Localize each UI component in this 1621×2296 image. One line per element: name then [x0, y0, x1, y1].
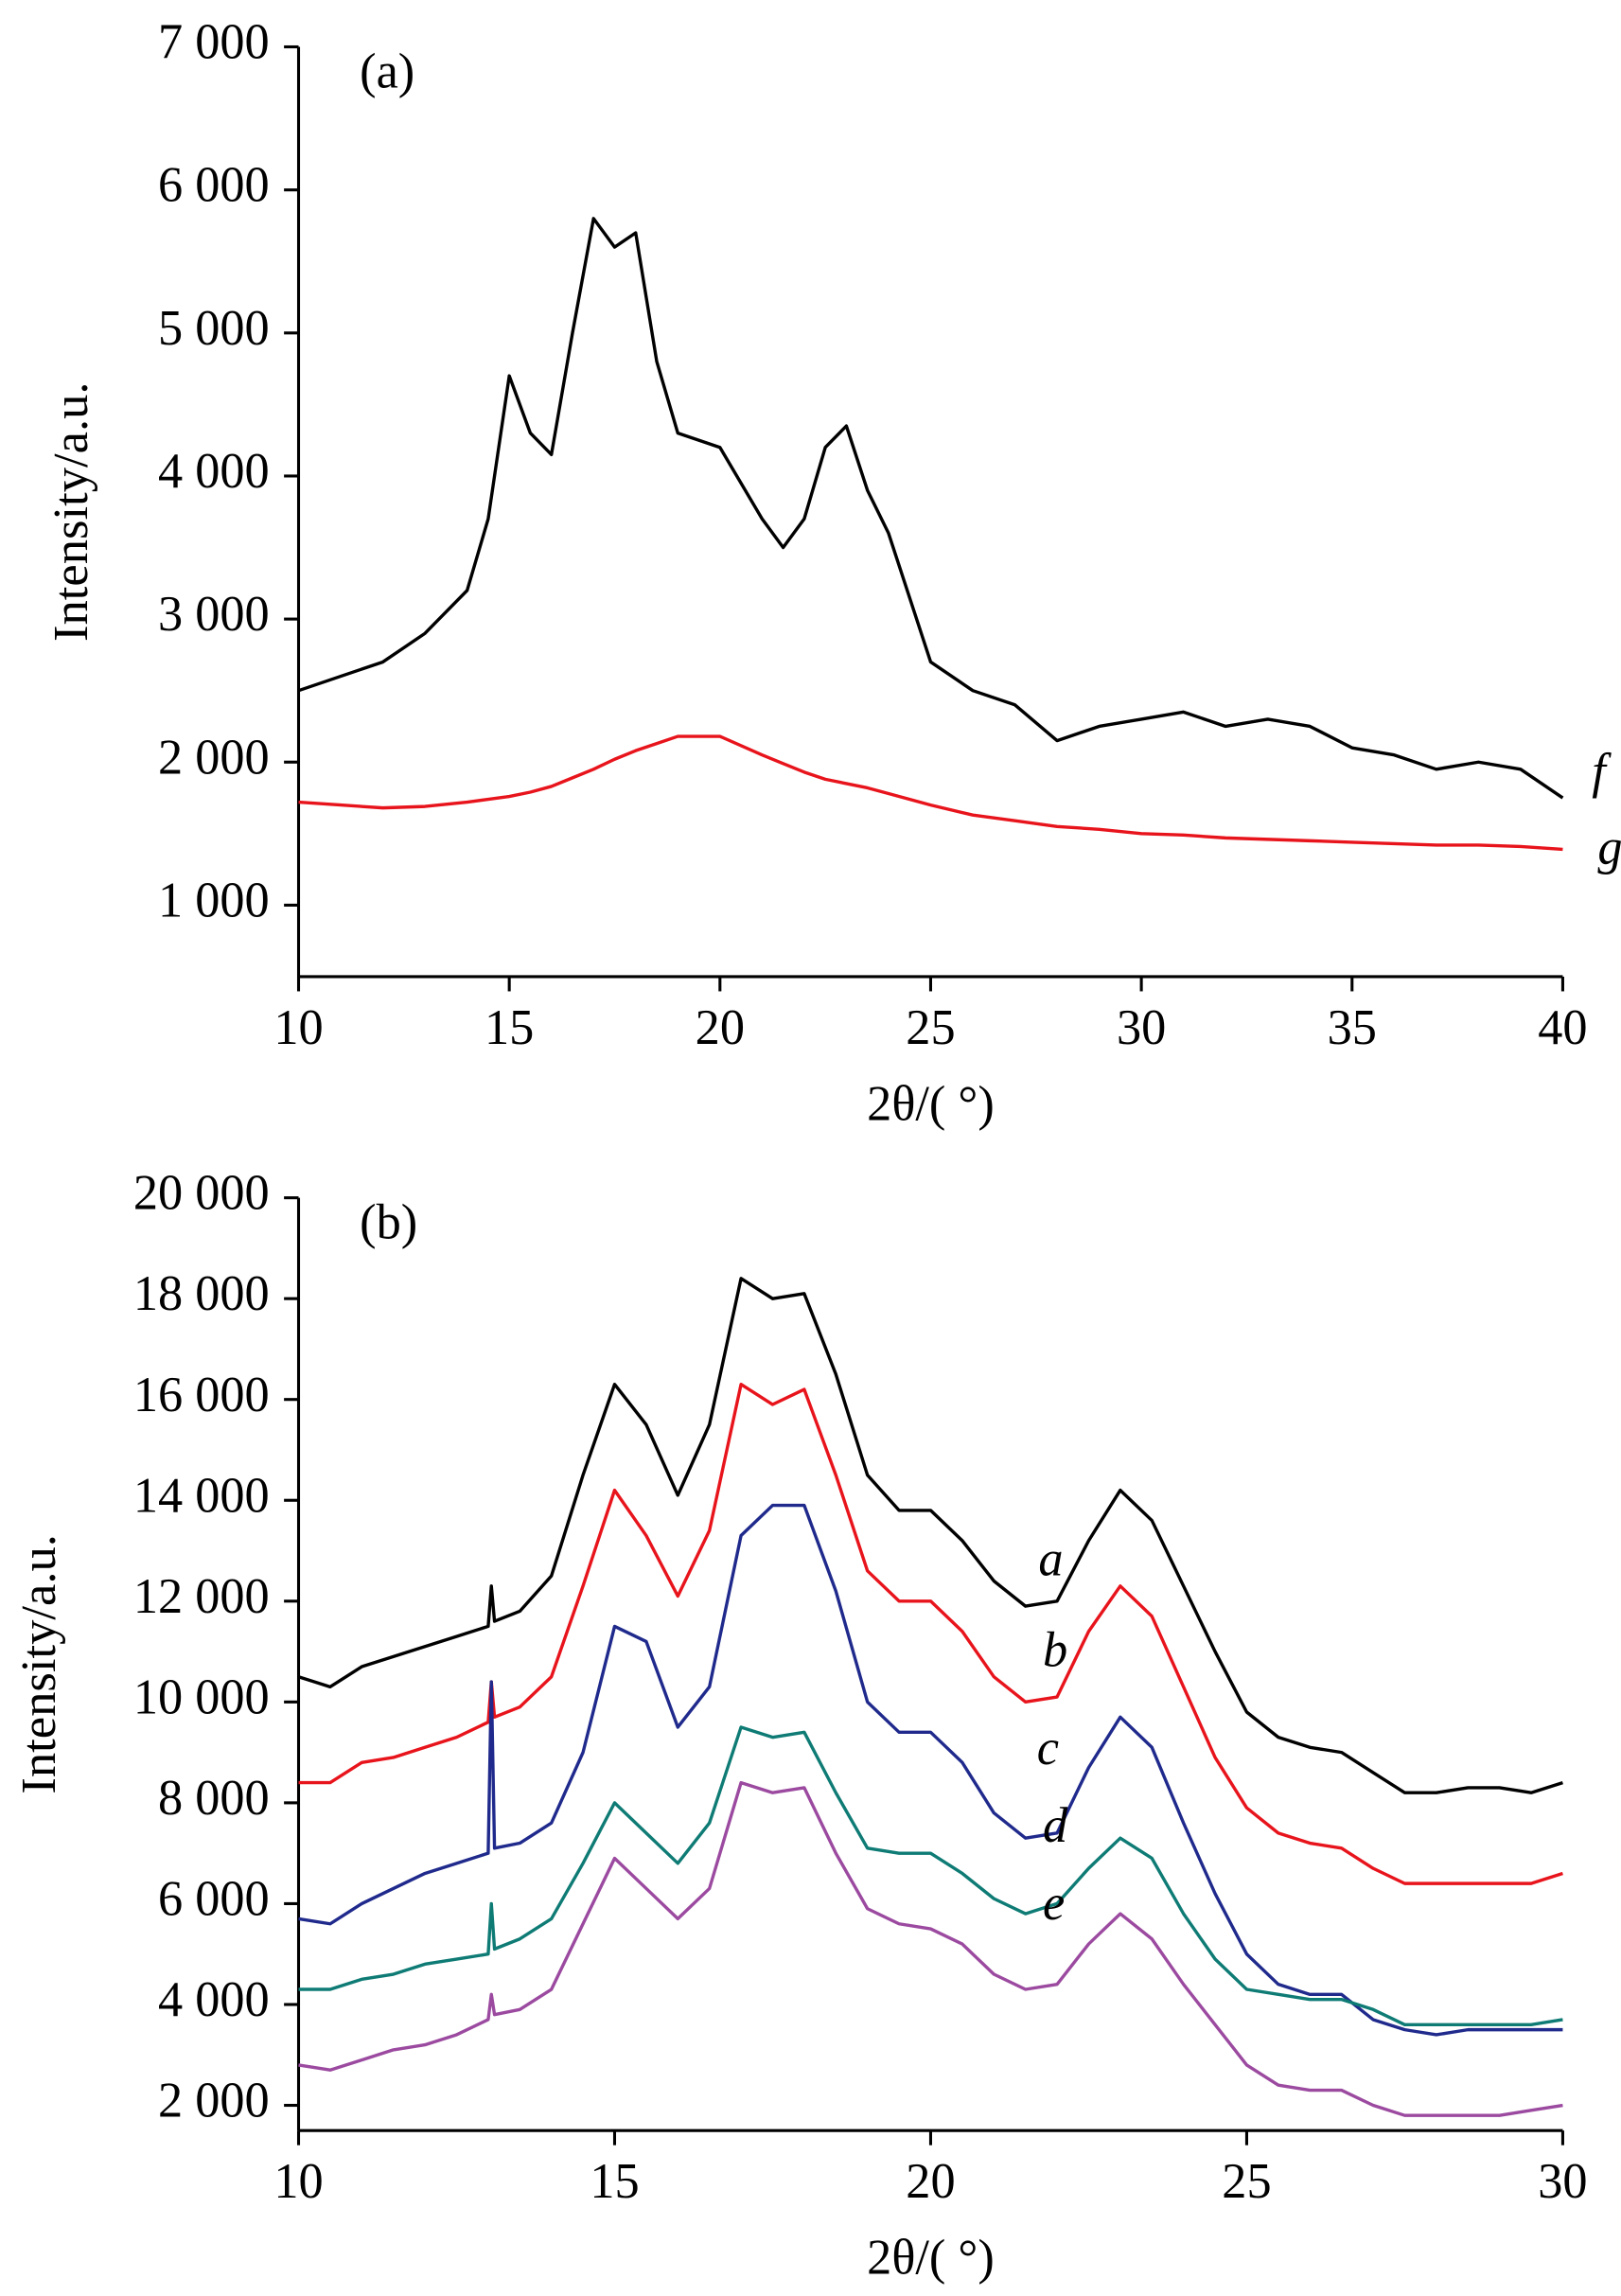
y-tick-label: 7 000	[158, 14, 270, 69]
x-axis-label: 2θ/( °)	[867, 1076, 995, 1131]
series-label: a	[1038, 1531, 1063, 1586]
series-line	[298, 734, 1563, 852]
x-tick-label: 15	[485, 1000, 534, 1055]
y-tick-label: 10 000	[133, 1669, 270, 1724]
x-tick-label: 40	[1538, 1000, 1587, 1055]
y-tick-label: 3 000	[158, 587, 270, 642]
x-tick-label: 10	[273, 2154, 323, 2209]
x-tick-label: 20	[696, 1000, 745, 1055]
x-tick-label: 10	[273, 1000, 323, 1055]
series-label: g	[1597, 820, 1621, 874]
panel-label: (b)	[360, 1195, 417, 1250]
y-tick-label: 16 000	[133, 1368, 270, 1422]
y-tick-label: 5 000	[158, 301, 270, 356]
y-tick-label: 18 000	[133, 1266, 270, 1321]
x-tick-label: 35	[1328, 1000, 1377, 1055]
y-tick-label: 8 000	[158, 1771, 270, 1826]
series-label: e	[1043, 1876, 1065, 1931]
y-tick-label: 14 000	[133, 1468, 270, 1523]
series-label: c	[1037, 1721, 1059, 1775]
y-tick-label: 4 000	[158, 444, 270, 499]
series-line	[298, 1277, 1563, 1794]
series-line	[298, 1725, 1563, 2026]
y-axis-label: Intensity/a.u.	[11, 1534, 66, 1794]
x-tick-label: 25	[906, 1000, 955, 1055]
y-tick-label: 12 000	[133, 1569, 270, 1624]
x-tick-label: 20	[906, 2154, 955, 2209]
x-tick-label: 15	[590, 2154, 639, 2209]
series-line	[297, 217, 1564, 800]
x-axis-label: 2θ/( °)	[867, 2230, 995, 2285]
y-tick-label: 6 000	[158, 158, 270, 213]
y-tick-label: 2 000	[158, 730, 270, 785]
y-tick-label: 1 000	[158, 873, 270, 927]
x-tick-label: 30	[1117, 1000, 1166, 1055]
y-axis-label: Intensity/a.u.	[44, 381, 98, 642]
panel-label: (a)	[360, 44, 414, 98]
series-label: d	[1043, 1798, 1068, 1853]
y-tick-label: 20 000	[133, 1166, 270, 1221]
series-line	[298, 1503, 1563, 2037]
series-label: b	[1043, 1622, 1067, 1677]
x-tick-label: 25	[1222, 2154, 1271, 2209]
y-tick-label: 4 000	[158, 1972, 270, 2027]
series-label: f	[1592, 744, 1612, 799]
y-tick-label: 6 000	[158, 1871, 270, 1926]
x-tick-label: 30	[1538, 2154, 1587, 2209]
series-line	[298, 1780, 1563, 2117]
y-tick-label: 2 000	[158, 2073, 270, 2128]
